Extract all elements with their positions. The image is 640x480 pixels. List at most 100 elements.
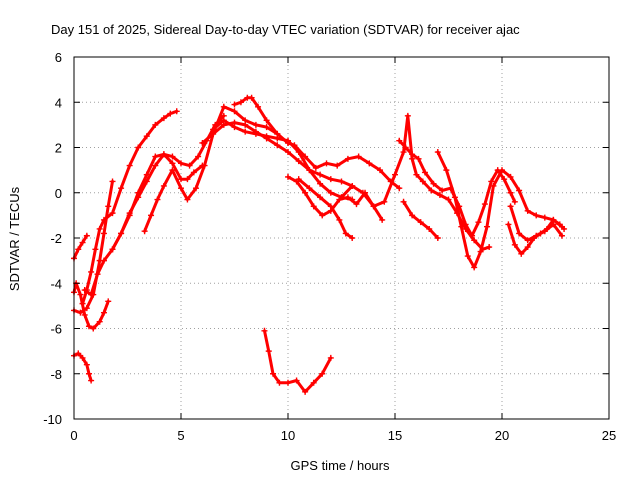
series-line-arc-9 (211, 118, 354, 201)
data-point-arc-20-1 (516, 230, 523, 237)
data-point-arc-15-0 (338, 194, 345, 201)
data-point-arc-8-3 (160, 182, 167, 189)
data-point-arc-16-6 (439, 187, 446, 194)
data-point-arc-16-3 (415, 155, 422, 162)
series-arc-7 (109, 112, 227, 253)
series-arc-9 (210, 117, 356, 203)
data-point-arc-11-12 (334, 162, 341, 169)
data-point-arc-5-14 (173, 108, 180, 115)
x-tick-label-1: 5 (177, 428, 184, 443)
data-point-arc-16-1 (402, 144, 409, 151)
data-point-arc-20-2 (524, 237, 531, 244)
data-point-arc-6-12 (178, 176, 184, 183)
data-point-arc-11-11 (323, 160, 330, 167)
data-point-arc-6-13 (184, 176, 191, 183)
data-point-arc-11-10 (312, 164, 319, 171)
data-point-arc-11-8 (291, 142, 298, 149)
series-arc-20 (507, 203, 565, 244)
data-point-arc-18-2 (451, 194, 458, 201)
data-point-arc-8-5 (178, 185, 184, 192)
data-point-arc-5-13 (167, 110, 174, 117)
data-point-arc-1-2 (79, 239, 86, 246)
data-point-arc-8-1 (148, 212, 155, 219)
data-point-arc-9-3 (242, 128, 249, 135)
data-point-arc-13-5 (342, 230, 349, 237)
data-point-arc-18-10 (507, 173, 514, 180)
data-point-arc-5-10 (143, 133, 150, 140)
data-point-arc-20-3 (533, 232, 540, 239)
data-point-arc-19-0 (505, 221, 512, 228)
data-point-arc-2-4 (85, 370, 92, 377)
data-point-arc-7-6 (160, 151, 167, 158)
data-point-arc-10-12 (327, 176, 334, 183)
data-point-arc-17-3 (426, 225, 433, 232)
data-point-arc-13-2 (317, 194, 324, 201)
data-point-arc-14-8 (319, 370, 326, 377)
data-point-arc-15-7 (404, 112, 411, 119)
data-point-arc-4-3 (81, 311, 88, 318)
data-point-arc-11-15 (366, 160, 373, 167)
data-point-arc-15-1 (349, 182, 356, 189)
data-point-arc-18-13 (533, 212, 540, 219)
data-point-arc-8-4 (169, 167, 176, 174)
data-point-arc-8-11 (231, 108, 238, 115)
data-point-arc-7-4 (143, 178, 150, 185)
data-point-arc-7-10 (195, 153, 202, 160)
y-tick-label-3: -4 (50, 276, 62, 291)
x-tick-label-2: 10 (281, 428, 295, 443)
series-arc-4 (71, 280, 112, 332)
y-tick-label-4: -2 (50, 231, 62, 246)
data-point-arc-7-3 (135, 194, 142, 201)
x-tick-label-4: 20 (495, 428, 509, 443)
data-point-arc-18-9 (499, 167, 505, 174)
y-axis-ticks: -10 -8 -6 -4 -2 0 2 4 6 (43, 50, 609, 427)
series-line-arc-7 (111, 114, 226, 251)
data-point-arc-12-8 (353, 201, 360, 208)
data-point-arc-7-7 (169, 153, 176, 160)
data-point-arc-15-6 (400, 149, 407, 156)
data-point-arc-18-8 (490, 182, 497, 189)
data-point-arc-10-11 (317, 171, 324, 178)
data-point-arc-11-6 (274, 130, 281, 137)
data-point-arc-8-13 (252, 121, 259, 128)
data-point-arc-6-3 (100, 257, 107, 264)
y-tick-label-2: -6 (50, 322, 62, 337)
data-point-arc-10-5 (252, 128, 259, 135)
data-point-arc-11-0 (231, 101, 238, 108)
data-point-arc-6-1 (88, 291, 95, 298)
data-point-arc-6-2 (94, 271, 101, 278)
data-point-arc-17-2 (417, 219, 424, 226)
data-point-arc-14-1 (265, 348, 272, 355)
data-point-arc-15-11 (428, 187, 435, 194)
data-point-arc-8-2 (154, 196, 161, 203)
series-line-arc-6 (83, 152, 204, 297)
y-tick-label-0: -10 (43, 412, 62, 427)
data-point-arc-3-7 (109, 178, 116, 185)
data-point-arc-1-3 (83, 232, 90, 239)
data-point-arc-5-7 (118, 185, 125, 192)
data-point-arc-17-0 (400, 198, 407, 205)
grid (74, 57, 609, 419)
data-point-arc-13-3 (327, 203, 334, 210)
data-point-arc-12-2 (302, 189, 309, 196)
data-point-arc-4-6 (96, 318, 103, 325)
data-point-arc-20-4 (541, 228, 548, 235)
data-point-arc-6-14 (190, 169, 197, 176)
data-point-arc-10-3 (231, 119, 238, 126)
data-point-arc-10-2 (220, 121, 227, 128)
data-point-arc-18-1 (443, 167, 450, 174)
data-point-arc-5-6 (109, 210, 116, 217)
series-line-arc-14 (263, 329, 333, 394)
series-line-arc-18 (436, 150, 564, 269)
data-point-arc-10-8 (285, 149, 291, 156)
data-point-arc-5-8 (126, 162, 133, 169)
data-point-arc-4-7 (100, 309, 107, 316)
series-arc-11 (231, 94, 403, 192)
data-point-arc-7-9 (186, 162, 193, 169)
data-point-arc-16-10 (469, 232, 476, 239)
data-point-arc-10-9 (295, 158, 302, 165)
data-point-arc-11-14 (355, 153, 362, 160)
data-point-arc-7-5 (152, 162, 159, 169)
data-point-arc-7-0 (109, 246, 116, 253)
data-point-arc-3-6 (105, 203, 112, 210)
